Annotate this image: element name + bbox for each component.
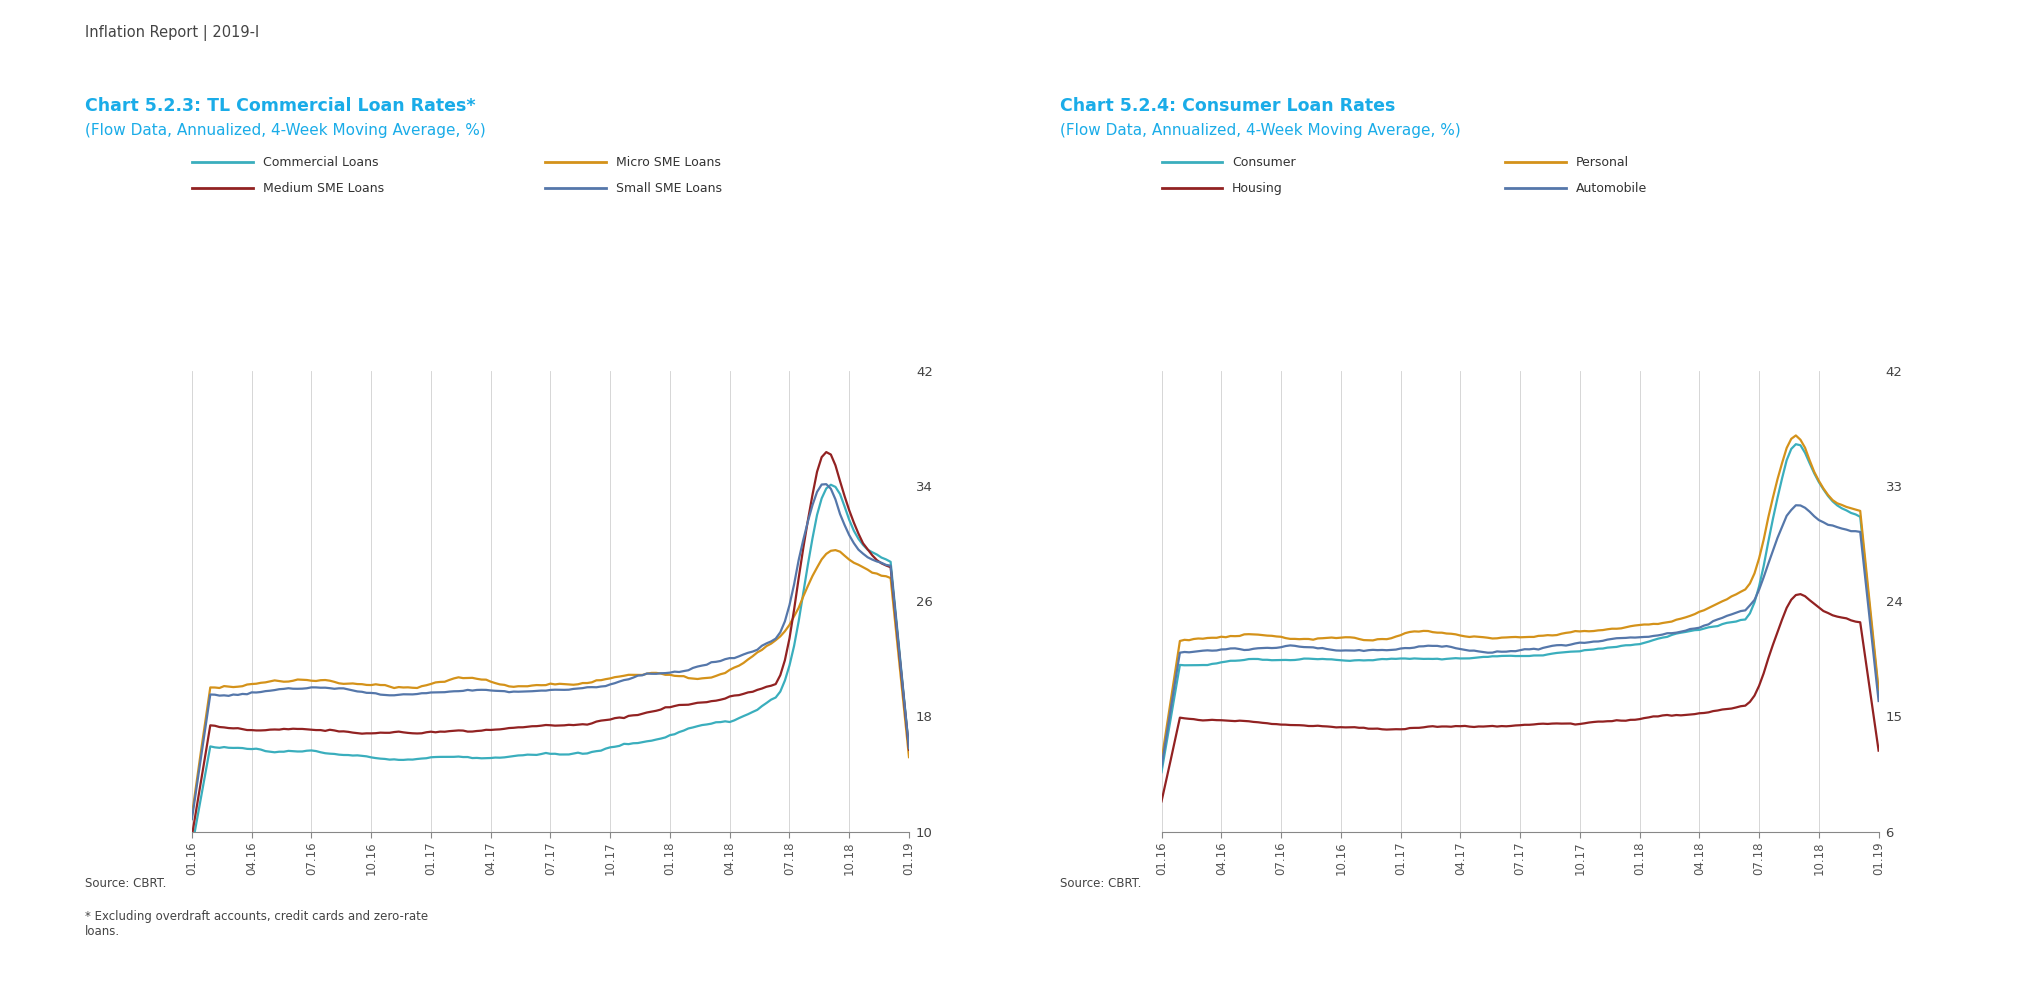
Text: Consumer: Consumer [1232, 156, 1295, 168]
Text: (Flow Data, Annualized, 4-Week Moving Average, %): (Flow Data, Annualized, 4-Week Moving Av… [1060, 123, 1460, 138]
Text: Source: CBRT.: Source: CBRT. [1060, 877, 1141, 890]
Text: Commercial Loans: Commercial Loans [263, 156, 378, 168]
Text: Source: CBRT.: Source: CBRT. [85, 877, 166, 890]
Text: Micro SME Loans: Micro SME Loans [616, 156, 721, 168]
Text: * Excluding overdraft accounts, credit cards and zero-rate
loans.: * Excluding overdraft accounts, credit c… [85, 910, 428, 938]
Text: Small SME Loans: Small SME Loans [616, 182, 721, 194]
Text: (Flow Data, Annualized, 4-Week Moving Average, %): (Flow Data, Annualized, 4-Week Moving Av… [85, 123, 485, 138]
Text: Personal: Personal [1576, 156, 1628, 168]
Text: Inflation Report | 2019-I: Inflation Report | 2019-I [85, 25, 259, 41]
Text: Medium SME Loans: Medium SME Loans [263, 182, 384, 194]
Text: Chart 5.2.4: Consumer Loan Rates: Chart 5.2.4: Consumer Loan Rates [1060, 97, 1396, 115]
Text: Chart 5.2.3: TL Commercial Loan Rates*: Chart 5.2.3: TL Commercial Loan Rates* [85, 97, 475, 115]
Text: Housing: Housing [1232, 182, 1283, 194]
Text: Automobile: Automobile [1576, 182, 1646, 194]
